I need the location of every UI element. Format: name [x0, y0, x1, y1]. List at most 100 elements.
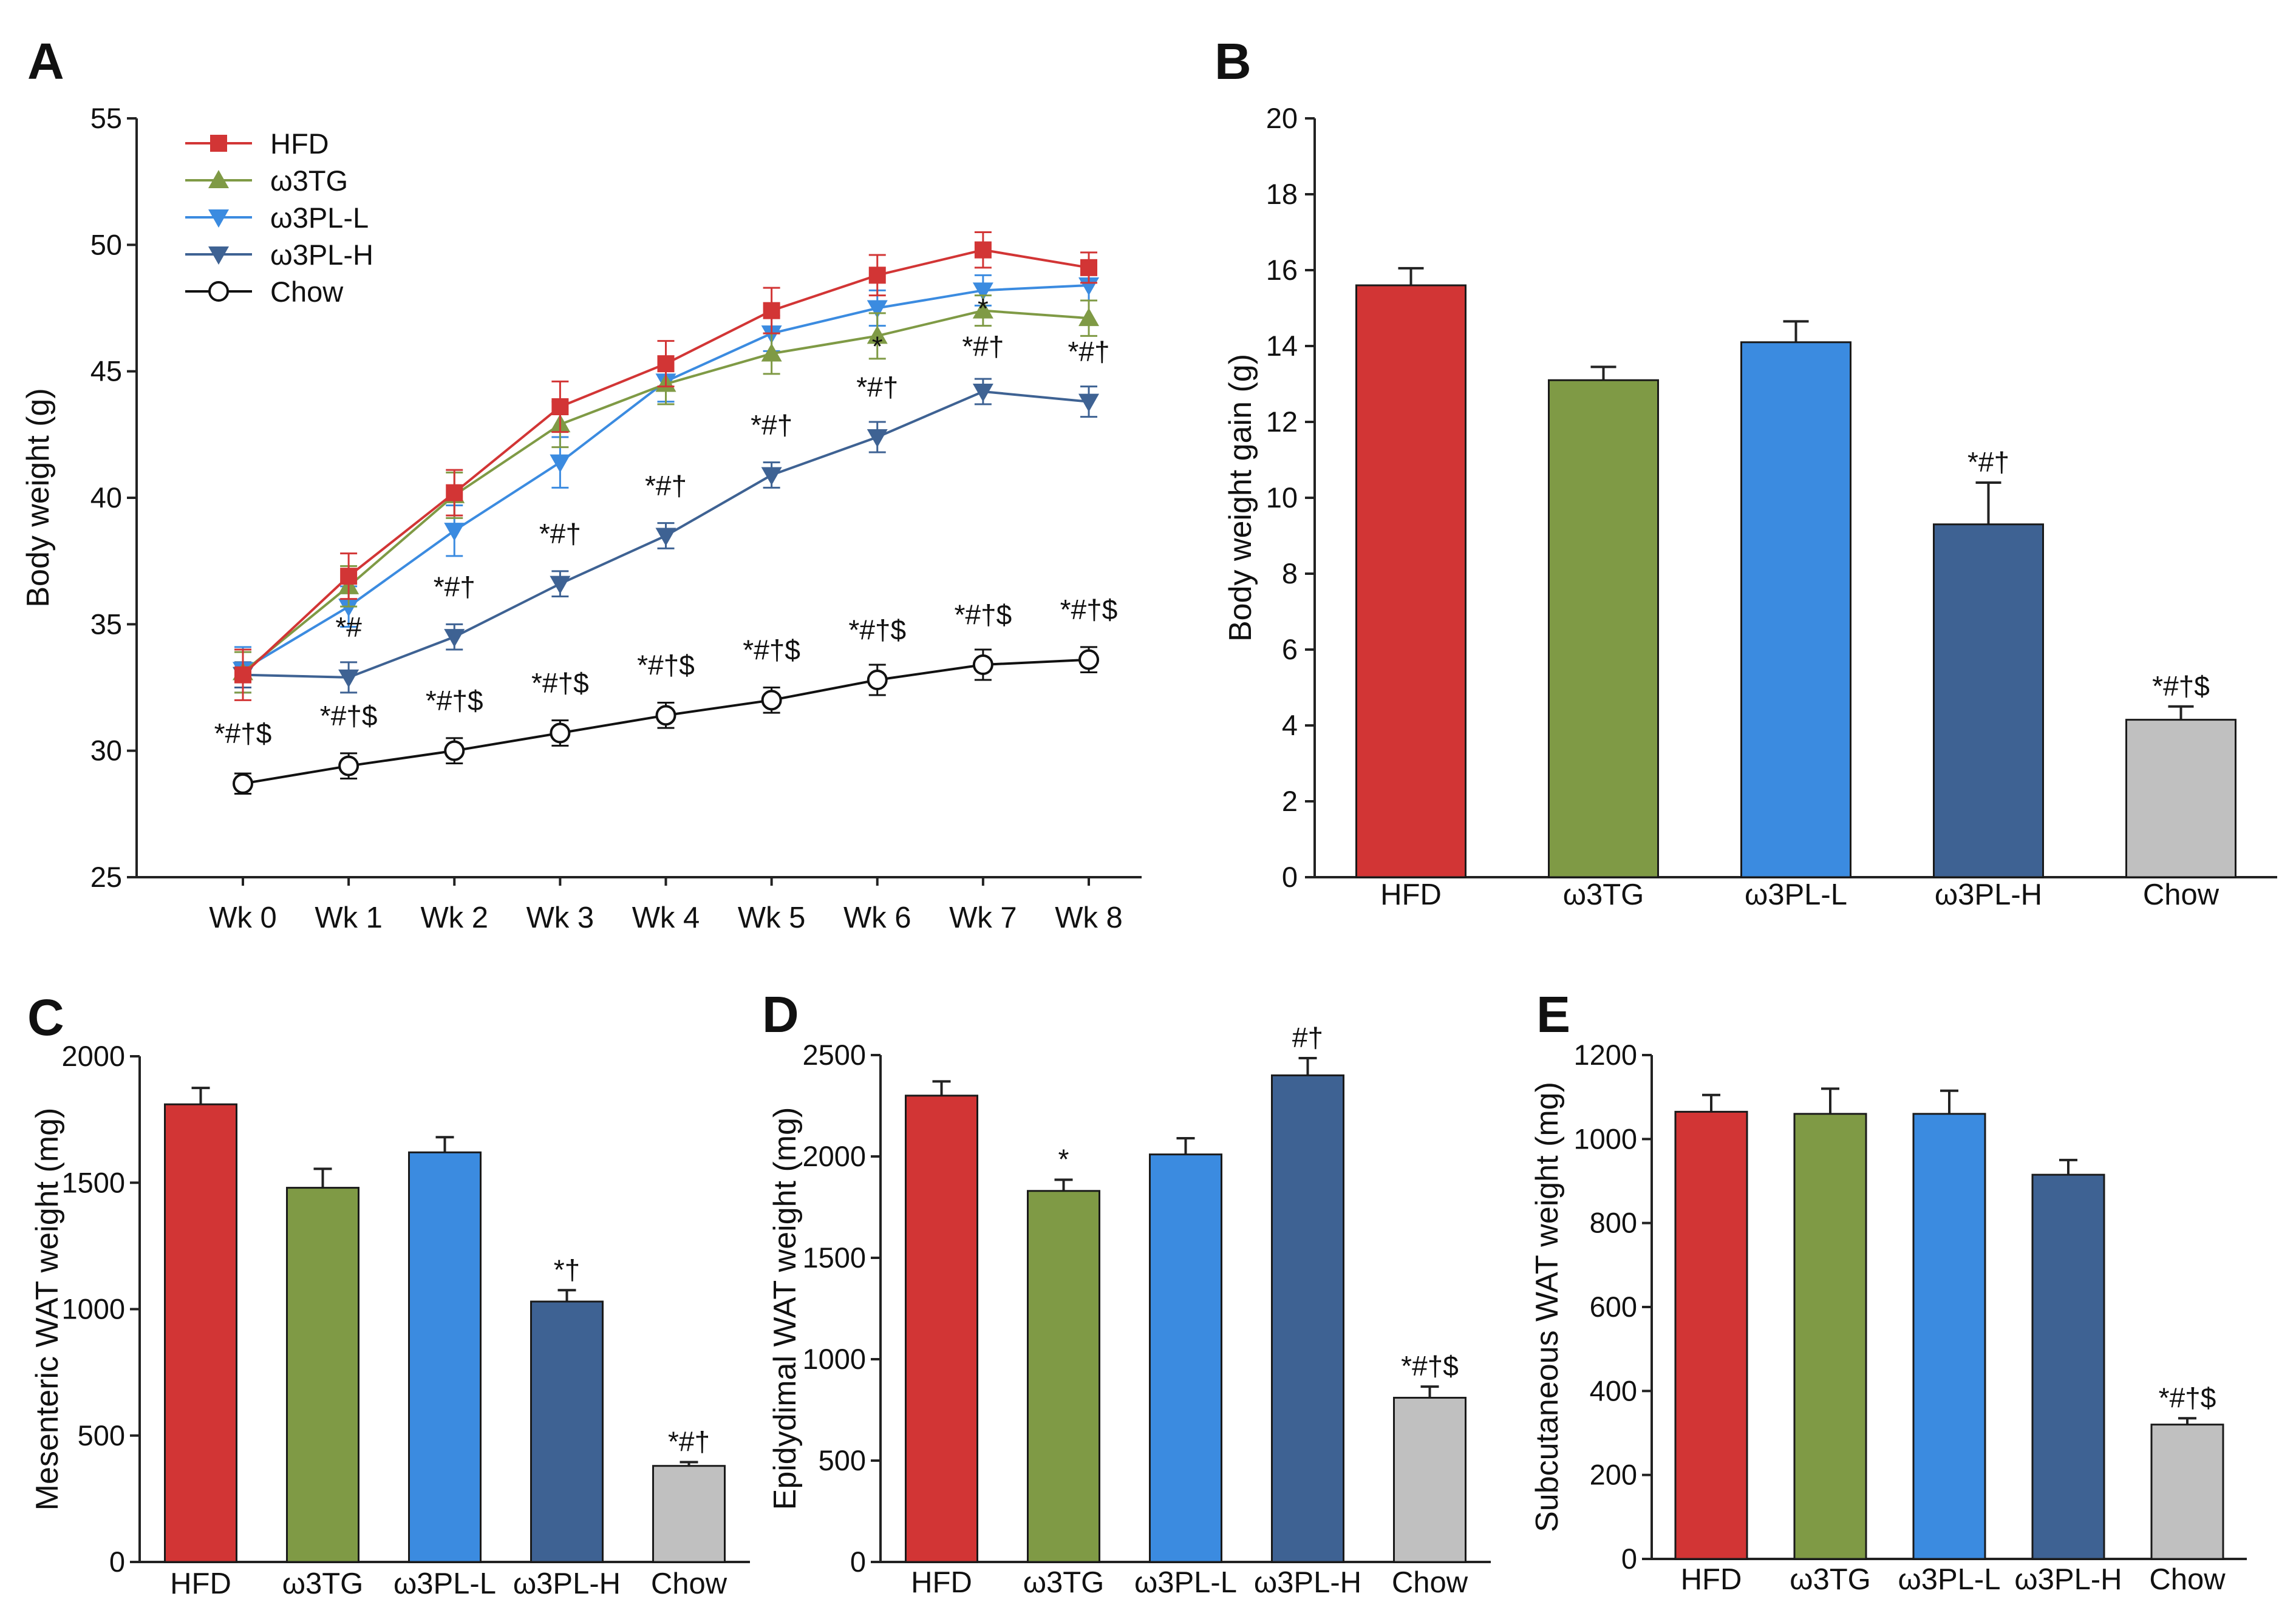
y-tick-label-0: 0 — [109, 1546, 125, 1578]
data-point-3pl-h-wk-5 — [761, 467, 782, 486]
data-point-hfd-wk-2 — [446, 484, 463, 501]
x-category-label-hfd: HFD — [1681, 1563, 1742, 1596]
data-point-3pl-l-wk-3 — [550, 454, 571, 473]
x-category-label-wk-4: Wk 4 — [632, 901, 700, 934]
y-tick-label-0: 0 — [1282, 861, 1298, 893]
x-category-label-wk-0: Wk 0 — [209, 901, 277, 934]
x-category-label-wk-7: Wk 7 — [949, 901, 1017, 934]
data-point-chow-wk-1 — [338, 755, 359, 776]
y-tick-label-50: 50 — [90, 228, 122, 260]
y-tick-label-20: 20 — [1266, 102, 1298, 134]
significance-label: *#†$ — [637, 650, 695, 681]
data-point-hfd-wk-6 — [868, 267, 886, 284]
bar-3pl-l — [1912, 1113, 1986, 1560]
y-tick-label-10: 10 — [1266, 481, 1298, 514]
data-point-3pl-h-wk-6 — [867, 429, 888, 447]
data-point-chow-wk-2 — [444, 740, 465, 761]
y-tick-label-2000: 2000 — [61, 1040, 125, 1072]
y-tick-label-45: 45 — [90, 355, 122, 387]
bar-3tg — [1548, 379, 1659, 878]
data-point-hfd-wk-3 — [551, 398, 569, 415]
series-hfd — [234, 231, 1097, 701]
y-axis-title: Body weight gain (g) — [1223, 354, 1258, 642]
x-category-label-3pl-h: ω3PL-H — [2014, 1563, 2122, 1596]
x-category-label-3pl-l: ω3PL-L — [1745, 878, 1847, 911]
y-tick-label-200: 200 — [1590, 1459, 1637, 1491]
legend-label-3pl-l: ω3PL-L — [270, 202, 369, 234]
significance-label-chow: *#†$ — [2152, 670, 2210, 702]
bar-3tg — [1027, 1190, 1100, 1563]
y-tick-label-25: 25 — [90, 861, 122, 893]
y-axis-title: Epidydimal WAT weight (mg) — [768, 1107, 803, 1510]
significance-label-chow: *#† — [668, 1425, 710, 1457]
y-tick-label-400: 400 — [1590, 1374, 1637, 1407]
data-point-chow-wk-4 — [655, 705, 676, 726]
data-point-3tg-wk-5 — [761, 343, 782, 362]
x-category-label-chow: Chow — [1392, 1566, 1468, 1599]
significance-label: *# — [335, 611, 362, 643]
significance-label: *#† — [434, 571, 475, 603]
panel-letter-a: A — [27, 33, 64, 90]
y-tick-label-0: 0 — [1621, 1543, 1637, 1575]
data-point-3pl-l-wk-7 — [972, 282, 993, 301]
data-point-hfd-wk-4 — [657, 355, 675, 373]
data-point-chow-wk-8 — [1078, 649, 1099, 670]
x-category-label-wk-1: Wk 1 — [315, 901, 383, 934]
legend-marker-3pl-l — [208, 209, 229, 228]
data-point-3tg-wk-7 — [972, 300, 993, 319]
y-axis-title: Subcutaneous WAT weight (mg) — [1530, 1082, 1565, 1532]
x-category-label-hfd: HFD — [911, 1566, 972, 1599]
bar-hfd — [1355, 284, 1467, 878]
x-category-label-wk-2: Wk 2 — [420, 901, 488, 934]
x-category-label-hfd: HFD — [170, 1567, 231, 1600]
bar-3pl-l — [1740, 341, 1851, 878]
data-point-3pl-h-wk-8 — [1078, 393, 1099, 412]
data-point-chow-wk-7 — [972, 654, 993, 675]
data-point-3pl-h-wk-3 — [550, 575, 571, 594]
y-tick-label-800: 800 — [1590, 1207, 1637, 1239]
bar-3pl-h — [2031, 1173, 2105, 1560]
y-tick-label-2500: 2500 — [802, 1039, 866, 1071]
significance-label-chow: *#†$ — [2159, 1382, 2216, 1413]
bar-3pl-h — [1271, 1074, 1344, 1563]
data-point-3pl-h-wk-1 — [338, 669, 359, 688]
legend-marker-hfd — [210, 135, 227, 152]
y-tick-label-1000: 1000 — [61, 1293, 125, 1325]
legend-label-chow: Chow — [270, 276, 344, 308]
significance-label: *#†$ — [955, 599, 1012, 630]
x-category-label-chow: Chow — [651, 1567, 727, 1600]
x-category-label-hfd: HFD — [1380, 878, 1442, 911]
y-tick-label-1000: 1000 — [1573, 1122, 1637, 1155]
significance-label: *#†$ — [743, 634, 800, 666]
y-tick-label-2000: 2000 — [802, 1140, 866, 1172]
significance-label: *#† — [1068, 336, 1109, 367]
x-category-label-3tg: ω3TG — [282, 1567, 364, 1600]
bar-hfd — [905, 1095, 978, 1563]
data-point-3pl-l-wk-6 — [867, 300, 888, 319]
y-tick-label-1200: 1200 — [1573, 1039, 1637, 1071]
x-category-label-3pl-h: ω3PL-H — [1254, 1566, 1361, 1599]
significance-label-chow: *#†$ — [1401, 1350, 1459, 1382]
legend-marker-3tg — [208, 170, 229, 188]
data-point-chow-wk-3 — [550, 722, 571, 744]
x-category-label-3pl-l: ω3PL-L — [1134, 1566, 1237, 1599]
x-category-label-3tg: ω3TG — [1023, 1566, 1105, 1599]
bar-chow — [2150, 1424, 2224, 1560]
data-point-chow-wk-0 — [233, 773, 253, 794]
legend-label-hfd: HFD — [270, 127, 329, 160]
y-tick-label-40: 40 — [90, 481, 122, 514]
bar-3tg — [1793, 1113, 1867, 1560]
data-point-3tg-wk-8 — [1078, 308, 1099, 327]
data-point-3tg-wk-6 — [867, 325, 888, 344]
y-tick-label-55: 55 — [90, 102, 122, 134]
significance-label: *#† — [751, 409, 792, 441]
data-point-hfd-wk-5 — [763, 302, 780, 319]
data-point-3pl-h-wk-2 — [444, 629, 465, 648]
panel-a-line-chart: A 25 30 35 40 45 50 55 Body weight (g) Wk 0 Wk 1 W… — [21, 33, 1142, 934]
bar-chow — [1393, 1396, 1467, 1563]
significance-label: *#†$ — [531, 667, 589, 699]
x-category-label-chow: Chow — [2143, 878, 2219, 911]
legend-label-3pl-h: ω3PL-H — [270, 239, 373, 271]
significance-label-3pl-h: *† — [554, 1254, 580, 1285]
